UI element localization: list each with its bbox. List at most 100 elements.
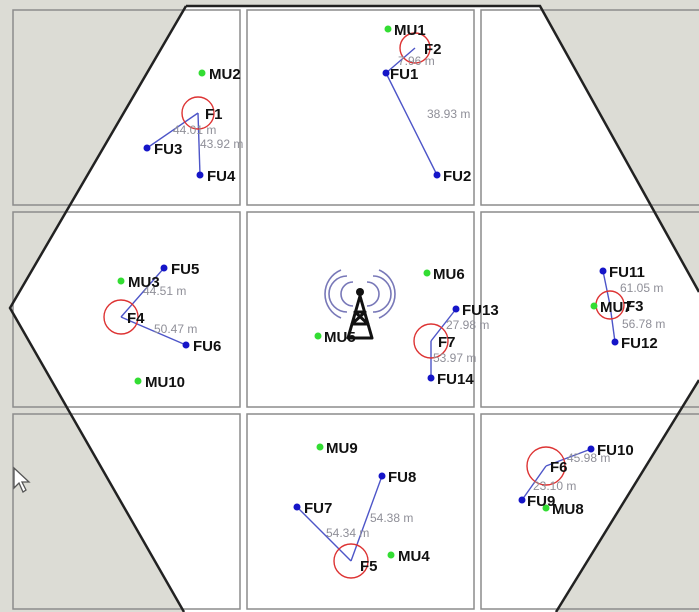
grid-cell (12, 9, 241, 206)
femto-user-dot (143, 144, 151, 152)
macro-user-label: MU10 (145, 374, 185, 391)
link-f6-fu9 (521, 465, 547, 501)
femto-user-dot (587, 445, 595, 453)
link-f7-fu13 (430, 308, 457, 342)
macro-user-dot (117, 277, 125, 285)
grid-cell (12, 413, 241, 610)
macro-user-dot (316, 443, 324, 451)
grid-cell (480, 413, 699, 610)
link-f5-fu7 (296, 506, 352, 562)
distance-label: 27.98 m (446, 318, 489, 332)
link-f3-fu12 (609, 304, 616, 343)
femto-user-dot (611, 338, 619, 346)
femto-user-dot (160, 264, 168, 272)
distance-label: 43.92 m (200, 137, 243, 151)
link-f1-fu3 (146, 112, 199, 149)
distance-label: 54.34 m (326, 526, 369, 540)
femto-user-label: FU13 (462, 302, 499, 319)
link-f5-fu8 (350, 475, 383, 562)
macro-user-dot (590, 302, 598, 310)
link-f6-fu10 (545, 448, 592, 467)
femtocell-label: F1 (205, 106, 223, 123)
macro-user-label: MU7 (600, 299, 632, 316)
distance-label: 23.10 m (533, 479, 576, 493)
femtocell-label: F5 (360, 558, 378, 575)
femtocell-label: F3 (626, 298, 644, 315)
femto-user-label: FU8 (388, 469, 416, 486)
femtocell-label: F4 (127, 310, 145, 327)
link-f4-fu5 (120, 267, 165, 318)
femto-user-label: FU11 (609, 264, 645, 281)
femto-user-dot (182, 341, 190, 349)
femto-user-label: FU7 (304, 500, 332, 517)
distance-label: 50.47 m (154, 322, 197, 336)
femto-user-label: FU6 (193, 338, 221, 355)
macro-user-dot (423, 269, 431, 277)
femto-user-dot (599, 267, 607, 275)
macro-cell-hexagon-outline (554, 379, 699, 612)
link-fu1-fu2 (385, 72, 438, 176)
femto-user-dot (196, 171, 204, 179)
macro-user-dot (542, 504, 550, 512)
distance-label: 7.96 m (398, 54, 435, 68)
distance-label: 45.98 m (567, 451, 610, 465)
femtocell-coverage-circle (333, 543, 369, 579)
macro-user-dot (384, 25, 392, 33)
distance-label: 56.78 m (622, 317, 665, 331)
mouse-cursor-icon (13, 466, 31, 493)
femto-user-label: FU3 (154, 141, 182, 158)
femto-user-label: FU4 (207, 168, 236, 185)
link-f2-fu1 (385, 47, 416, 74)
distance-label: 54.38 m (370, 511, 413, 525)
macro-user-label: MU4 (398, 548, 430, 565)
macro-user-dot (314, 332, 322, 340)
macro-user-dot (387, 551, 395, 559)
macro-cell-hexagon-outline (8, 5, 188, 612)
femto-user-dot (427, 374, 435, 382)
femto-user-dot (293, 503, 301, 511)
grid-cell (246, 9, 475, 206)
femtocell-label: F7 (438, 334, 456, 351)
distance-label: 44.01 m (173, 123, 216, 137)
macro-user-label: MU5 (324, 329, 356, 346)
femto-user-dot (378, 472, 386, 480)
distance-label: 38.93 m (427, 107, 470, 121)
macro-user-label: MU3 (128, 274, 160, 291)
femtocell-coverage-circle (413, 323, 449, 359)
macro-cell-hexagon-fill (10, 6, 699, 612)
femto-user-label: FU9 (527, 493, 555, 510)
link-f4-fu6 (120, 316, 187, 346)
grid-cells (12, 9, 699, 610)
macro-user-label: MU6 (433, 266, 465, 283)
macro-user-label: MU9 (326, 440, 358, 457)
femto-user-label: FU12 (621, 335, 658, 352)
link-f1-fu4 (197, 112, 201, 176)
macro-user-label: MU1 (394, 22, 426, 39)
macro-user-dot (198, 69, 206, 77)
link-f3-fu11 (602, 270, 611, 306)
macro-cell-hexagon-outline (186, 4, 699, 293)
grid-cell (246, 211, 475, 408)
femtocell-coverage-circle (399, 32, 431, 64)
femtocell-label: F2 (424, 41, 442, 58)
grid-cell (480, 211, 699, 408)
grid-cell (12, 211, 241, 408)
distance-label: 53.97 m (433, 351, 476, 365)
femto-user-dot (433, 171, 441, 179)
grid-cell (246, 413, 475, 610)
cell-tower-icon (324, 269, 396, 340)
macro-user-label: MU8 (552, 501, 584, 518)
femto-user-label: FU2 (443, 168, 471, 185)
distance-label: 44.51 m (143, 284, 186, 298)
femto-user-label: FU14 (437, 371, 474, 388)
femtocell-coverage-circle (526, 446, 566, 486)
femto-user-dot (518, 496, 526, 504)
distance-label: 61.05 m (620, 281, 663, 295)
grid-cell (480, 9, 699, 206)
femto-user-label: FU10 (597, 442, 634, 459)
femto-user-label: FU5 (171, 261, 199, 278)
femtocell-label: F6 (550, 459, 568, 476)
macro-user-label: MU2 (209, 66, 241, 83)
femtocell-coverage-circle (103, 299, 139, 335)
